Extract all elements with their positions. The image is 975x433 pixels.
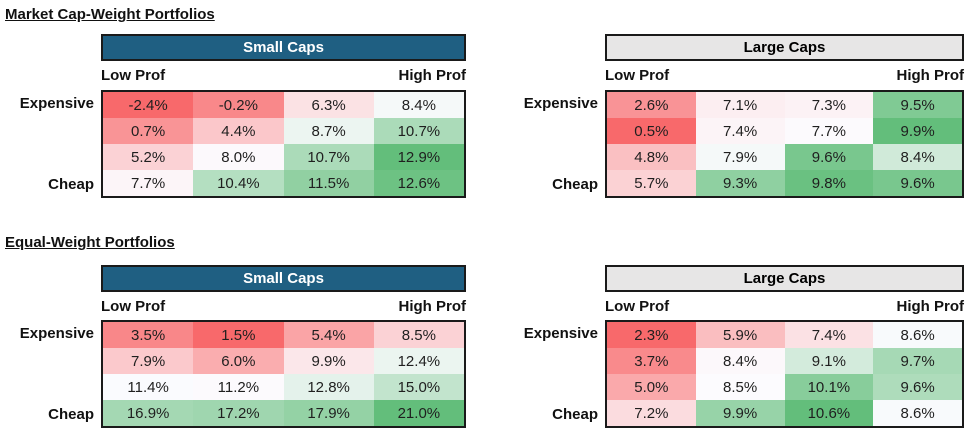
heatmap-cell: 9.1% (784, 348, 874, 374)
heatmap-cell: 6.3% (283, 92, 374, 118)
heatmap-cell: -2.4% (103, 92, 194, 118)
heatmap-cell: 1.5% (193, 322, 284, 348)
column-labels-ew-small: Low Prof High Prof (101, 294, 466, 318)
heatmap-cell: 7.9% (103, 348, 194, 374)
heatmap-cell: 8.4% (373, 92, 464, 118)
table-header-mcw-large-caps: Large Caps (605, 34, 964, 61)
heatmap-cell: 0.5% (607, 118, 696, 144)
heatmap-cell: 12.8% (283, 374, 374, 400)
heatmap-cell: 8.5% (373, 322, 464, 348)
heatmap-cell: 16.9% (103, 400, 194, 426)
heatmap-cell: 4.8% (607, 144, 696, 170)
heatmap-cell: 8.6% (873, 400, 962, 426)
column-labels-ew-large: Low Prof High Prof (605, 294, 964, 318)
section-title-market-cap-weight: Market Cap-Weight Portfolios (5, 6, 215, 23)
section-title-equal-weight: Equal-Weight Portfolios (5, 234, 175, 251)
heatmap-cell: 9.6% (784, 144, 874, 170)
heatmap-cell: 8.4% (873, 144, 962, 170)
heatmap-cell: 9.9% (283, 348, 374, 374)
heatmap-cell: 7.3% (784, 92, 874, 118)
column-labels-mcw-large: Low Prof High Prof (605, 63, 964, 87)
heatmap-grid-ew-large: 2.3% 5.9% 7.4% 8.6% 3.7% 8.4% 9.1% 9.7% 5.0% 8.5%… (605, 320, 964, 428)
heatmap-cell: 8.4% (695, 348, 785, 374)
heatmap-cell: 7.4% (784, 322, 874, 348)
high-prof-label: High Prof (896, 297, 965, 315)
high-prof-label: High Prof (398, 297, 467, 315)
heatmap-cell: 5.0% (607, 374, 696, 400)
heatmap-cell: 21.0% (373, 400, 464, 426)
heatmap-cell: 10.4% (193, 170, 284, 196)
heatmap-cell: 5.4% (283, 322, 374, 348)
heatmap-cell: 12.6% (373, 170, 464, 196)
row-label-expensive: Expensive (19, 325, 94, 342)
heatmap-cell: 9.7% (873, 348, 962, 374)
heatmap-cell: 9.9% (873, 118, 962, 144)
heatmap-cell: 7.7% (103, 170, 194, 196)
heatmap-cell: 5.9% (695, 322, 785, 348)
heatmap-cell: 11.5% (283, 170, 374, 196)
heatmap-cell: 6.0% (193, 348, 284, 374)
row-label-expensive: Expensive (523, 325, 598, 342)
heatmap-cell: 7.1% (695, 92, 785, 118)
low-prof-label: Low Prof (605, 66, 670, 84)
heatmap-cell: 8.7% (283, 118, 374, 144)
heatmap-cell: 9.6% (873, 374, 962, 400)
low-prof-label: Low Prof (101, 297, 166, 315)
row-label-cheap: Cheap (48, 406, 94, 423)
heatmap-cell: 12.4% (373, 348, 464, 374)
high-prof-label: High Prof (398, 66, 467, 84)
heatmap-grid-mcw-small: -2.4% -0.2% 6.3% 8.4% 0.7% 4.4% 8.7% 10.7% 5.2% 8… (101, 90, 466, 198)
column-labels-mcw-small: Low Prof High Prof (101, 63, 466, 87)
row-label-expensive: Expensive (19, 95, 94, 112)
heatmap-cell: 5.2% (103, 144, 194, 170)
heatmap-cell: 9.3% (695, 170, 785, 196)
heatmap-cell: 11.4% (103, 374, 194, 400)
heatmap-cell: 4.4% (193, 118, 284, 144)
heatmap-cell: 10.7% (373, 118, 464, 144)
heatmap-cell: 17.9% (283, 400, 374, 426)
heatmap-grid-mcw-large: 2.6% 7.1% 7.3% 9.5% 0.5% 7.4% 7.7% 9.9% 4.8% 7.9%… (605, 90, 964, 198)
heatmap-cell: 15.0% (373, 374, 464, 400)
heatmap-cell: 3.5% (103, 322, 194, 348)
heatmap-cell: 12.9% (373, 144, 464, 170)
heatmap-cell: 2.6% (607, 92, 696, 118)
low-prof-label: Low Prof (101, 66, 166, 84)
heatmap-cell: 9.8% (784, 170, 874, 196)
heatmap-cell: 10.7% (283, 144, 374, 170)
heatmap-cell: 7.4% (695, 118, 785, 144)
heatmap-cell: 8.0% (193, 144, 284, 170)
heatmap-cell: -0.2% (193, 92, 284, 118)
heatmap-cell: 11.2% (193, 374, 284, 400)
heatmap-cell: 8.5% (695, 374, 785, 400)
heatmap-cell: 9.6% (873, 170, 962, 196)
row-label-expensive: Expensive (523, 95, 598, 112)
heatmap-cell: 7.9% (695, 144, 785, 170)
heatmap-cell: 8.6% (873, 322, 962, 348)
heatmap-cell: 3.7% (607, 348, 696, 374)
low-prof-label: Low Prof (605, 297, 670, 315)
heatmap-cell: 10.1% (784, 374, 874, 400)
high-prof-label: High Prof (896, 66, 965, 84)
row-label-cheap: Cheap (552, 176, 598, 193)
heatmap-cell: 10.6% (784, 400, 874, 426)
heatmap-cell: 9.9% (695, 400, 785, 426)
heatmap-cell: 9.5% (873, 92, 962, 118)
row-label-cheap: Cheap (48, 176, 94, 193)
heatmap-cell: 2.3% (607, 322, 696, 348)
table-header-mcw-small-caps: Small Caps (101, 34, 466, 61)
heatmap-cell: 7.7% (784, 118, 874, 144)
heatmap-cell: 5.7% (607, 170, 696, 196)
heatmap-cell: 17.2% (193, 400, 284, 426)
table-header-ew-small-caps: Small Caps (101, 265, 466, 292)
heatmap-cell: 0.7% (103, 118, 194, 144)
heatmap-grid-ew-small: 3.5% 1.5% 5.4% 8.5% 7.9% 6.0% 9.9% 12.4% 11.4% 11… (101, 320, 466, 428)
row-label-cheap: Cheap (552, 406, 598, 423)
table-header-ew-large-caps: Large Caps (605, 265, 964, 292)
heatmap-cell: 7.2% (607, 400, 696, 426)
